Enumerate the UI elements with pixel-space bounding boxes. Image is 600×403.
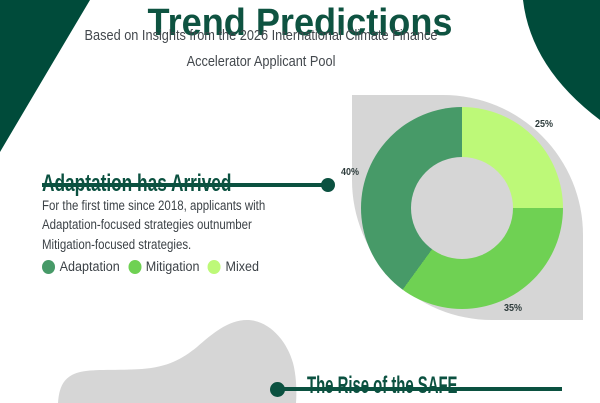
legend-item-mixed: Mixed bbox=[207, 259, 260, 274]
subtitle-line-1: Based on Insights from the 2026 Internat… bbox=[84, 27, 438, 44]
adaptation-body: For the first time since 2018, applicant… bbox=[42, 196, 297, 254]
subtitle-line-2: Accelerator Applicant Pool bbox=[186, 53, 336, 70]
adaptation-heading-underline bbox=[42, 183, 328, 187]
strategy-legend: Adaptation Mitigation Mixed bbox=[42, 259, 259, 274]
mitigation-legend-dot-icon bbox=[128, 259, 142, 274]
body-line: For the first time since 2018, applicant… bbox=[42, 198, 266, 213]
legend-item-mitigation: Mitigation bbox=[128, 259, 199, 274]
body-line: Adaptation-focused strategies outnumber bbox=[42, 217, 252, 233]
donut-label-mixed: 25% bbox=[535, 119, 554, 130]
mixed-legend-dot-icon bbox=[207, 259, 221, 274]
legend-label: Mitigation bbox=[145, 259, 200, 274]
body-line: Mitigation-focused strategies. bbox=[42, 236, 192, 252]
legend-label: Mixed bbox=[225, 259, 260, 274]
safe-heading-underline bbox=[277, 387, 562, 391]
donut-label-mitigation: 35% bbox=[504, 303, 523, 314]
adaptation-line-end-dot-icon bbox=[321, 178, 335, 192]
donut-hole bbox=[411, 157, 513, 259]
safe-line-start-dot-icon bbox=[270, 382, 285, 397]
page-subtitle: Based on Insights from the 2026 Internat… bbox=[6, 23, 516, 75]
safe-section-heading: The Rise of the SAFE bbox=[307, 371, 458, 399]
page-title: Trend Predictions bbox=[147, 2, 453, 45]
legend-item-adaptation: Adaptation bbox=[42, 259, 120, 274]
legend-label: Adaptation bbox=[59, 259, 120, 274]
bottom-wave-blob-icon bbox=[58, 320, 297, 403]
donut-label-adaptation: 40% bbox=[341, 167, 360, 178]
adaptation-legend-dot-icon bbox=[42, 259, 56, 274]
